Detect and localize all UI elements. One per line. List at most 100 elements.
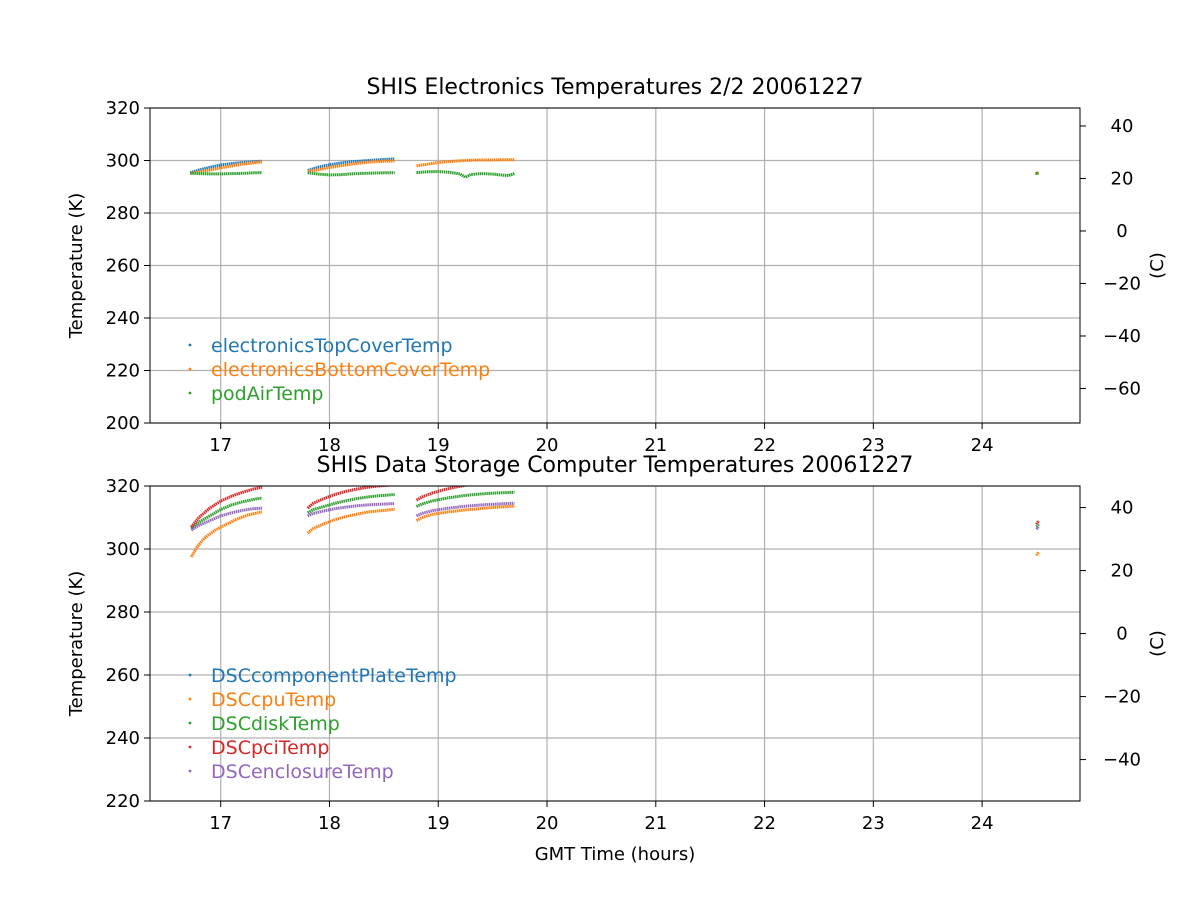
right-y-tick-label: 40 — [1111, 116, 1134, 137]
series-trace-dsccpu-temp — [1035, 551, 1040, 557]
series-trace-pod-air-temp — [1035, 171, 1039, 176]
y-tick-label: 300 — [106, 539, 140, 560]
x-tick-label: 18 — [318, 435, 341, 456]
x-tick-label: 19 — [427, 435, 450, 456]
series-trace-dscenclosure-temp — [307, 502, 395, 518]
legend-label-electronics-bottom-cover-temp: electronicsBottomCoverTemp — [211, 359, 490, 381]
series-dsccpu-temp — [190, 504, 1040, 558]
series-trace-dscenclosure-temp — [190, 506, 263, 532]
right-y-tick-label: 20 — [1111, 561, 1134, 582]
legend-label-dscdisk-temp: DSCdiskTemp — [211, 713, 340, 735]
y-tick-label: 280 — [106, 203, 140, 224]
right-y-tick-label: 40 — [1111, 498, 1134, 519]
x-tick-label: 21 — [644, 435, 667, 456]
series-trace-electronics-bottom-cover-temp — [307, 159, 395, 173]
dsc-x-axis-label: GMT Time (hours) — [535, 844, 696, 865]
right-y-tick-label: −20 — [1103, 273, 1141, 294]
x-tick-label: 21 — [644, 813, 667, 834]
x-tick-label: 20 — [536, 435, 559, 456]
x-tick-label: 22 — [753, 435, 776, 456]
legend-label-dsccomponent-plate-temp: DSCcomponentPlateTemp — [211, 665, 457, 687]
series-trace-electronics-bottom-cover-temp — [416, 158, 515, 168]
x-tick-label: 19 — [427, 813, 450, 834]
series-trace-dscdisk-temp — [1035, 523, 1040, 528]
right-y-tick-label: 0 — [1116, 221, 1127, 242]
electronics-x-ticks: 17 18 19 20 21 22 23 24 — [209, 423, 994, 456]
right-y-tick-label: −20 — [1103, 687, 1141, 708]
legend-label-dscpci-temp: DSCpciTemp — [211, 737, 329, 759]
electronics-y-axis-label: Temperature (K) — [66, 193, 87, 340]
dsc-y-axis-label: Temperature (K) — [66, 571, 87, 718]
x-tick-label: 24 — [971, 435, 994, 456]
x-tick-label: 17 — [209, 813, 232, 834]
legend-marker-dscdisk-temp — [188, 721, 192, 725]
legend-label-dsccpu-temp: DSCcpuTemp — [211, 689, 336, 711]
y-tick-label: 220 — [106, 361, 140, 382]
legend-marker-dsccpu-temp — [188, 697, 192, 701]
series-trace-dsccpu-temp — [190, 510, 263, 558]
electronics-chart-title: SHIS Electronics Temperatures 2/2 200612… — [366, 75, 863, 100]
y-tick-label: 240 — [106, 728, 140, 749]
legend-marker-dscpci-temp — [188, 745, 192, 749]
legend-label-pod-air-temp: podAirTemp — [211, 383, 323, 405]
series-trace-dscpci-temp — [1035, 519, 1040, 526]
y-tick-label: 260 — [106, 256, 140, 277]
series-dscdisk-temp — [190, 490, 1040, 530]
legend-label-electronics-top-cover-temp: electronicsTopCoverTemp — [211, 335, 453, 357]
y-tick-label: 320 — [106, 476, 140, 497]
electronics-grid — [150, 107, 1080, 424]
series-pod-air-temp — [190, 170, 1039, 179]
x-tick-label: 23 — [862, 435, 885, 456]
dsc-legend: DSCcomponentPlateTempDSCcpuTempDSCdiskTe… — [188, 665, 457, 783]
right-y-tick-label: −40 — [1103, 750, 1141, 771]
series-dscenclosure-temp — [190, 501, 1040, 532]
right-y-tick-label: 0 — [1116, 624, 1127, 645]
dsc-chart-title: SHIS Data Storage Computer Temperatures … — [317, 453, 914, 478]
electronics-data-marks — [189, 157, 1040, 179]
series-trace-pod-air-temp — [307, 171, 395, 177]
legend-marker-electronics-bottom-cover-temp — [188, 367, 192, 371]
x-tick-label: 23 — [862, 813, 885, 834]
electronics-right-y-axis-label: (C) — [1147, 252, 1168, 279]
series-trace-electronics-top-cover-temp — [189, 159, 263, 175]
y-tick-label: 280 — [106, 602, 140, 623]
series-trace-dscdisk-temp — [415, 490, 515, 508]
series-trace-dscdisk-temp — [306, 493, 395, 515]
series-trace-electronics-bottom-cover-temp — [189, 160, 263, 176]
x-tick-label: 24 — [971, 813, 994, 834]
series-trace-dscdisk-temp — [190, 496, 263, 530]
x-tick-label: 22 — [753, 813, 776, 834]
dsc-data-marks — [190, 486, 1040, 558]
y-tick-label: 320 — [106, 98, 140, 119]
series-trace-dscenclosure-temp — [1035, 525, 1040, 531]
dsc-right-y-axis-label: (C) — [1147, 630, 1168, 657]
legend-marker-dsccomponent-plate-temp — [188, 673, 192, 677]
legend-label-dscenclosure-temp: DSCenclosureTemp — [211, 761, 394, 783]
legend-marker-pod-air-temp — [188, 391, 192, 395]
electronics-y-ticks: 200 220 240 260 280 300 320 — [106, 98, 150, 434]
dsc-right-y-ticks: −40 −20 0 20 40 — [1080, 498, 1141, 771]
electronics-legend: electronicsTopCoverTempelectronicsBottom… — [188, 335, 490, 405]
y-tick-label: 240 — [106, 308, 140, 329]
series-trace-dscpci-temp — [190, 486, 263, 528]
series-trace-pod-air-temp — [190, 171, 263, 176]
y-tick-label: 200 — [106, 413, 140, 434]
right-y-tick-label: 20 — [1111, 168, 1134, 189]
series-trace-dscenclosure-temp — [415, 501, 515, 518]
series-trace-electronics-top-cover-temp — [307, 157, 395, 172]
series-electronics-top-cover-temp — [189, 157, 395, 175]
x-tick-label: 17 — [209, 435, 232, 456]
dsc-x-ticks: 17 18 19 20 21 22 23 24 — [209, 801, 994, 834]
series-trace-dsccpu-temp — [415, 504, 515, 522]
y-tick-label: 220 — [106, 791, 140, 812]
legend-marker-electronics-top-cover-temp — [188, 343, 192, 347]
x-tick-label: 20 — [536, 813, 559, 834]
series-trace-dscpci-temp — [415, 486, 466, 502]
series-trace-dsccpu-temp — [306, 507, 395, 535]
y-tick-label: 300 — [106, 151, 140, 172]
right-y-tick-label: −60 — [1103, 378, 1141, 399]
dsc-y-ticks: 220 240 260 280 300 320 — [106, 476, 150, 812]
